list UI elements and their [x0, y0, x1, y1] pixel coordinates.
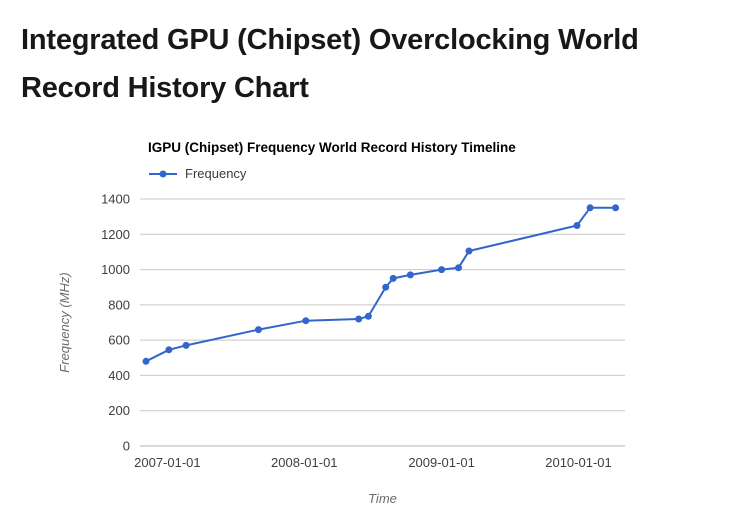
data-point[interactable]	[355, 315, 363, 323]
data-point[interactable]	[182, 341, 190, 349]
data-point[interactable]	[165, 346, 173, 354]
x-axis-title: Time	[368, 491, 397, 506]
frequency-line-chart[interactable]: 0 200 400 600 800 1000 1200 1400 2007-01-01 2008-…	[55, 181, 705, 511]
x-axis-tick-label: 2007-01-01	[134, 455, 201, 470]
y-axis-tick-label: 200	[108, 403, 130, 418]
y-axis-tick-label: 0	[123, 439, 130, 454]
y-axis-tick-label: 1000	[101, 262, 130, 277]
data-point[interactable]	[573, 222, 581, 229]
data-point[interactable]	[455, 264, 462, 272]
chart-container: IGPU (Chipset) Frequency World Record Hi…	[55, 140, 743, 516]
data-point[interactable]	[406, 271, 414, 279]
y-axis-title: Frequency (MHz)	[57, 272, 72, 372]
legend-label: Frequency	[185, 166, 247, 181]
series-line-frequency	[145, 206, 616, 363]
x-axis-tick-label: 2008-01-01	[271, 455, 338, 470]
x-axis-tick-label: 2010-01-01	[545, 455, 612, 470]
y-axis-tick-label: 600	[108, 333, 130, 348]
data-point[interactable]	[389, 274, 397, 282]
y-axis-tick-label: 1200	[101, 227, 130, 242]
data-point[interactable]	[255, 326, 262, 334]
chart-title: IGPU (Chipset) Frequency World Record Hi…	[148, 140, 516, 155]
y-axis-tick-label: 1400	[101, 192, 130, 207]
data-point[interactable]	[142, 357, 150, 365]
x-axis-tick-label: 2009-01-01	[408, 455, 475, 470]
legend-line-marker-icon	[149, 170, 177, 177]
data-point[interactable]	[302, 317, 310, 325]
page-title: Integrated GPU (Chipset) Overclocking Wo…	[21, 24, 639, 104]
data-point[interactable]	[364, 312, 372, 320]
data-point[interactable]	[465, 247, 473, 255]
data-point[interactable]	[586, 204, 594, 212]
y-axis-tick-label: 800	[108, 297, 130, 312]
data-point[interactable]	[438, 266, 446, 274]
data-point[interactable]	[612, 204, 620, 212]
data-point[interactable]	[382, 283, 390, 291]
y-axis-tick-label: 400	[108, 368, 130, 383]
chart-legend: Frequency	[148, 166, 743, 181]
legend-item-frequency: Frequency	[148, 166, 246, 181]
